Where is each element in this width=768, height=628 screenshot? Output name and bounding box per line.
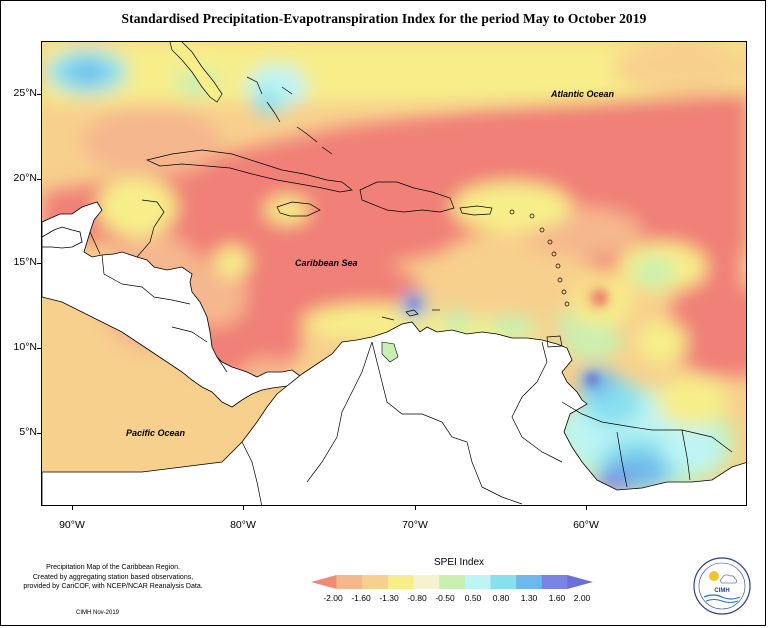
legend-swatch xyxy=(516,575,543,589)
lat-tick-15n xyxy=(37,263,41,264)
legend-swatch xyxy=(567,575,593,589)
legend-label: 0.50 xyxy=(464,593,482,603)
lon-tick-80w xyxy=(243,506,244,510)
legend-swatch xyxy=(490,575,517,589)
legend-label: 0.80 xyxy=(492,593,510,603)
land-masses xyxy=(42,201,746,505)
lon-tick-70w xyxy=(415,506,416,510)
legend-label: 1.60 xyxy=(548,593,566,603)
map-panel xyxy=(41,41,747,506)
legend-label: -0.80 xyxy=(407,593,427,603)
legend-label: -2.00 xyxy=(323,593,343,603)
legend-swatch xyxy=(387,575,415,589)
country-borders xyxy=(89,231,733,505)
logo-text: CIMH xyxy=(714,588,729,594)
cloud-icon xyxy=(720,574,738,584)
source-note: Precipitation Map of the Caribbean Regio… xyxy=(8,563,218,592)
islands xyxy=(136,42,570,348)
source-note-line2: Created by aggregating station based obs… xyxy=(32,573,194,581)
legend-labels: -2.00 -1.60 -1.30 -0.80 -0.50 0.50 0.80 … xyxy=(300,593,600,605)
label-pacific-ocean: Pacific Ocean xyxy=(126,428,186,438)
source-note-line1: Precipitation Map of the Caribbean Regio… xyxy=(46,564,180,571)
lon-label-60w: 60°W xyxy=(573,519,599,531)
legend-label: 1.30 xyxy=(520,593,538,603)
lon-label-90w: 90°W xyxy=(59,519,85,531)
wave-icon xyxy=(705,599,739,603)
legend-label: -1.60 xyxy=(351,593,371,603)
lon-label-70w: 70°W xyxy=(402,519,428,531)
credit-text: CIMH Nov-2019 xyxy=(76,610,120,616)
legend-swatch xyxy=(311,575,337,589)
lat-tick-25n xyxy=(37,94,41,95)
legend-label: 2.00 xyxy=(573,593,591,603)
lat-label-10n: 10°N xyxy=(13,341,37,353)
legend-swatch xyxy=(336,575,363,589)
label-atlantic-ocean: Atlantic Ocean xyxy=(551,89,615,99)
source-note-line3: provided by CariCOF, with NCEP/NCAR Rean… xyxy=(23,583,203,590)
cimh-logo: CIMH xyxy=(693,557,751,615)
wave-icon xyxy=(703,594,741,600)
legend-swatch xyxy=(439,575,466,589)
lat-label-20n: 20°N xyxy=(13,172,37,184)
spei-map xyxy=(42,42,746,505)
legend-title: SPEI Index xyxy=(433,557,485,568)
lat-label-25n: 25°N xyxy=(13,87,37,99)
legend-label: -0.50 xyxy=(435,593,455,603)
lake-maracaibo xyxy=(381,341,399,363)
map-title: Standardised Precipitation-Evapotranspir… xyxy=(121,11,647,26)
lat-label-15n: 15°N xyxy=(13,256,37,268)
legend-swatch xyxy=(362,575,389,589)
legend-swatch xyxy=(413,575,440,589)
lon-label-80w: 80°W xyxy=(230,519,256,531)
lon-tick-90w xyxy=(72,506,73,510)
legend-label: -1.30 xyxy=(379,593,399,603)
lat-tick-20n xyxy=(37,179,41,180)
lat-tick-5n xyxy=(37,433,41,434)
lon-tick-60w xyxy=(586,506,587,510)
sun-icon xyxy=(709,571,719,581)
spei-field xyxy=(42,42,746,497)
legend-swatch xyxy=(464,575,491,589)
lat-tick-10n xyxy=(37,348,41,349)
spei-hotspots xyxy=(410,291,607,385)
legend-swatch xyxy=(541,575,568,589)
lat-label-5n: 5°N xyxy=(19,426,37,438)
label-caribbean-sea: Caribbean Sea xyxy=(295,258,358,268)
legend-colorbar xyxy=(311,575,593,589)
